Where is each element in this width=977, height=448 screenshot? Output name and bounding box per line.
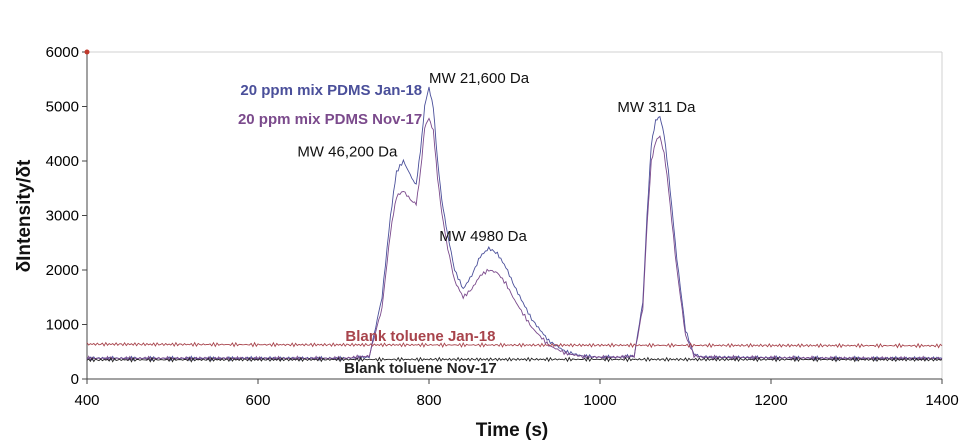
series-layer xyxy=(86,86,943,363)
x-tick-label: 1400 xyxy=(925,392,958,409)
series-line-2 xyxy=(86,117,943,362)
x-axis-title: Time (s) xyxy=(476,420,549,441)
axis-origin-marker xyxy=(84,49,90,55)
series-label: 20 ppm mix PDMS Nov-17 xyxy=(238,111,422,128)
x-tick-label: 1000 xyxy=(583,392,616,409)
y-tick-label: 6000 xyxy=(46,44,79,61)
peak-annotation: MW 4980 Da xyxy=(439,228,527,245)
series-line-4 xyxy=(86,356,943,363)
y-tick-label: 2000 xyxy=(46,262,79,279)
series-label: 20 ppm mix PDMS Jan-18 xyxy=(240,82,422,99)
peak-annotation: MW 311 Da xyxy=(617,99,696,116)
x-tick-label: 800 xyxy=(416,392,441,409)
x-tick-label: 400 xyxy=(74,392,99,409)
y-tick-label: 1000 xyxy=(46,317,79,334)
x-tick-label: 1200 xyxy=(754,392,787,409)
series-label: Blank toluene Nov-17 xyxy=(344,360,497,377)
series-line-1 xyxy=(86,86,943,362)
y-axis-title: δIntensity/δt xyxy=(14,159,35,272)
axes: 0 1000 2000 3000 4000 5000 6000 400 600 800 1000 12… xyxy=(46,44,959,409)
series-line-3 xyxy=(86,341,943,349)
y-tick-label: 5000 xyxy=(46,99,79,116)
y-tick-label: 0 xyxy=(71,371,79,388)
y-tick-label: 4000 xyxy=(46,153,79,170)
peak-annotation: MW 21,600 Da xyxy=(429,70,530,87)
peak-annotation: MW 46,200 Da xyxy=(297,144,398,161)
legend-layer: 20 ppm mix PDMS Jan-18 20 ppm mix PDMS No… xyxy=(238,82,497,377)
series-label: Blank toluene Jan-18 xyxy=(345,328,495,345)
annotation-layer: MW 46,200 Da MW 21,600 Da MW 4980 Da MW 311… xyxy=(297,70,696,245)
y-tick-label: 3000 xyxy=(46,208,79,225)
x-tick-label: 600 xyxy=(245,392,270,409)
